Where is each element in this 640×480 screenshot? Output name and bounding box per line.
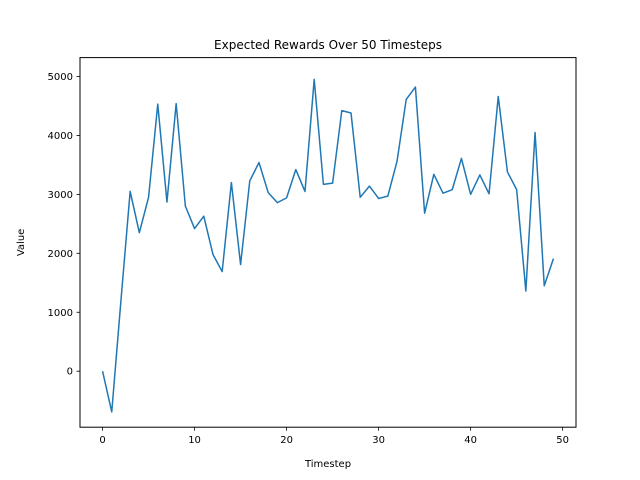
chart-title: Expected Rewards Over 50 Timesteps — [214, 38, 442, 52]
x-axis-label: Timestep — [304, 459, 351, 470]
x-axis: 0 10 20 30 40 50 — [99, 427, 569, 446]
y-tick-label: 4000 — [48, 131, 73, 142]
axes-frame — [79, 57, 577, 428]
series-line — [101, 78, 555, 413]
y-tick-label: 0 — [67, 367, 73, 378]
y-tick-label: 2000 — [48, 249, 73, 260]
x-tick-label: 10 — [188, 435, 201, 446]
x-tick-label: 50 — [556, 435, 569, 446]
y-tick-label: 1000 — [48, 308, 73, 319]
y-axis-label: Value — [16, 229, 27, 256]
plot-area — [101, 78, 555, 413]
x-tick-label: 20 — [280, 435, 293, 446]
x-tick-label: 40 — [464, 435, 477, 446]
y-tick-label: 3000 — [48, 190, 73, 201]
x-tick-label: 30 — [372, 435, 385, 446]
y-tick-label: 5000 — [48, 72, 73, 83]
y-axis: 0 1000 2000 3000 4000 5000 — [48, 72, 80, 378]
x-tick-label: 0 — [99, 435, 105, 446]
